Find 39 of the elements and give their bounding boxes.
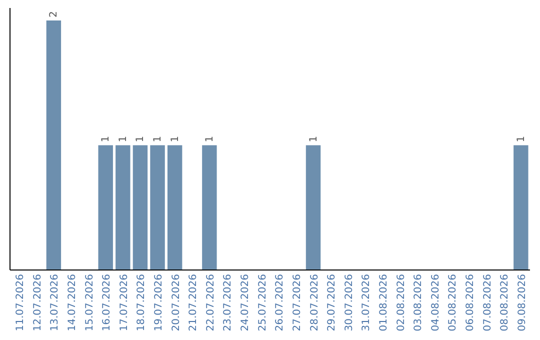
- x-tick-label: 26.07.2026: [274, 274, 286, 332]
- x-tick-label: 24.07.2026: [240, 274, 252, 332]
- data-label: 1: [100, 136, 112, 142]
- data-label: 1: [308, 136, 320, 142]
- data-label: 1: [152, 136, 164, 142]
- x-tick-label: 04.08.2026: [430, 274, 442, 332]
- x-tick-label: 25.07.2026: [257, 274, 268, 332]
- data-label: 1: [135, 136, 146, 142]
- x-tick-label: 02.08.2026: [396, 274, 407, 332]
- x-tick-label: 11.07.2026: [15, 274, 26, 332]
- x-tick-label: 27.07.2026: [292, 274, 303, 332]
- x-tick-label: 17.07.2026: [118, 274, 130, 332]
- x-tick-label: 03.08.2026: [413, 274, 424, 332]
- x-tick-label: 14.07.2026: [67, 274, 78, 332]
- x-tick-label: 05.08.2026: [448, 274, 459, 332]
- data-label: 1: [516, 136, 527, 142]
- x-tick-label: 06.08.2026: [465, 274, 476, 332]
- x-tick-label: 30.07.2026: [344, 274, 355, 332]
- x-tick-label: 09.08.2026: [516, 274, 528, 332]
- x-tick-label: 31.07.2026: [361, 274, 372, 332]
- x-tick-label: 01.08.2026: [378, 274, 390, 332]
- x-tick-label: 16.07.2026: [102, 274, 113, 332]
- x-tick-label: 18.07.2026: [136, 274, 148, 332]
- x-tick-label: 19.07.2026: [154, 274, 165, 332]
- x-tick-label: 23.07.2026: [222, 274, 234, 332]
- data-label: 2: [48, 11, 60, 18]
- x-tick-label: 12.07.2026: [32, 274, 44, 332]
- x-tick-label: 28.07.2026: [309, 274, 320, 332]
- x-tick-label: 29.07.2026: [326, 274, 338, 332]
- data-label: 1: [170, 136, 181, 142]
- data-label: 1: [118, 136, 129, 142]
- x-tick-label: 15.07.2026: [84, 274, 96, 332]
- x-tick-label: 13.07.2026: [50, 274, 61, 332]
- x-tick-label: 22.07.2026: [205, 274, 216, 332]
- x-tick-label: 20.07.2026: [170, 274, 182, 332]
- x-tick-label: 21.07.2026: [188, 274, 200, 332]
- x-tick-label: 07.08.2026: [482, 274, 494, 332]
- x-tick-label: 08.08.2026: [500, 274, 511, 332]
- data-label: 1: [204, 136, 216, 142]
